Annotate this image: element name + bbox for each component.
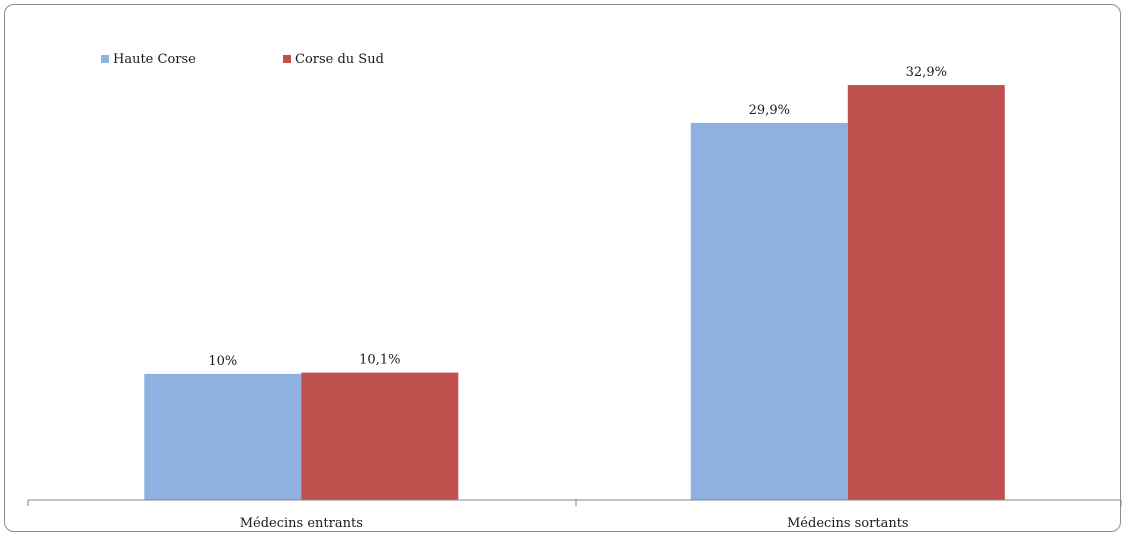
legend: Haute Corse Corse du Sud [101,52,384,67]
data-label-corse-du-sud-medecins-entrants: 10,1% [359,353,400,368]
legend-swatch-corse-du-sud [283,55,291,63]
data-label-corse-du-sud-medecins-sortants: 32,9% [906,65,947,80]
legend-label-corse-du-sud: Corse du Sud [295,52,384,67]
bar-corse-du-sud-medecins-sortants [847,85,1005,500]
data-label-haute-corse-medecins-sortants: 29,9% [749,103,790,118]
data-label-haute-corse-medecins-entrants: 10% [208,354,237,369]
bar-haute-corse-medecins-sortants [690,123,848,500]
legend-swatch-haute-corse [101,55,109,63]
legend-label-haute-corse: Haute Corse [113,52,196,67]
category-labels: Médecins entrants Médecins sortants [240,516,909,531]
value-labels: 10% 10,1% 29,9% 32,9% [208,65,947,369]
bar-corse-du-sud-medecins-entrants [301,372,459,500]
bars [144,85,1005,500]
category-label-medecins-sortants: Médecins sortants [787,516,909,531]
category-label-medecins-entrants: Médecins entrants [240,516,363,531]
bar-haute-corse-medecins-entrants [144,373,302,500]
